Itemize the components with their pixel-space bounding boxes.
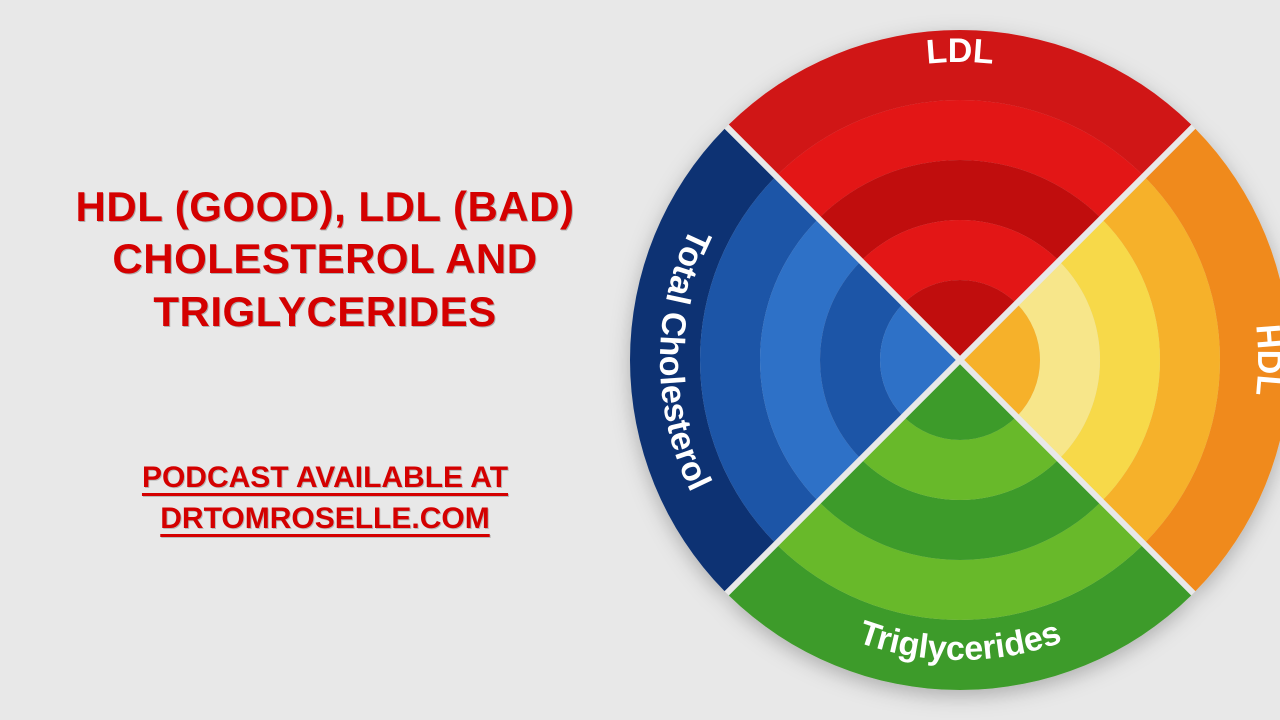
- headline-line-1: HDL (GOOD), LDL (BAD): [50, 181, 600, 234]
- headline-line-3: TRIGLYCERIDES: [50, 286, 600, 339]
- cholesterol-wheel-chart: LDLHDLTriglyceridesTotal Cholesterol: [600, 0, 1280, 720]
- infographic-container: HDL (GOOD), LDL (BAD) CHOLESTEROL AND TR…: [0, 0, 1280, 720]
- subline: PODCAST AVAILABLE AT DRTOMROSELLE.COM: [50, 458, 600, 539]
- subline-line-2: DRTOMROSELLE.COM: [50, 499, 600, 540]
- label-LDL: LDL: [925, 32, 996, 72]
- headline: HDL (GOOD), LDL (BAD) CHOLESTEROL AND TR…: [50, 181, 600, 339]
- subline-line-1: PODCAST AVAILABLE AT: [50, 458, 600, 499]
- text-block: HDL (GOOD), LDL (BAD) CHOLESTEROL AND TR…: [0, 181, 620, 540]
- headline-line-2: CHOLESTEROL AND: [50, 233, 600, 286]
- label-HDL: HDL: [1248, 323, 1280, 398]
